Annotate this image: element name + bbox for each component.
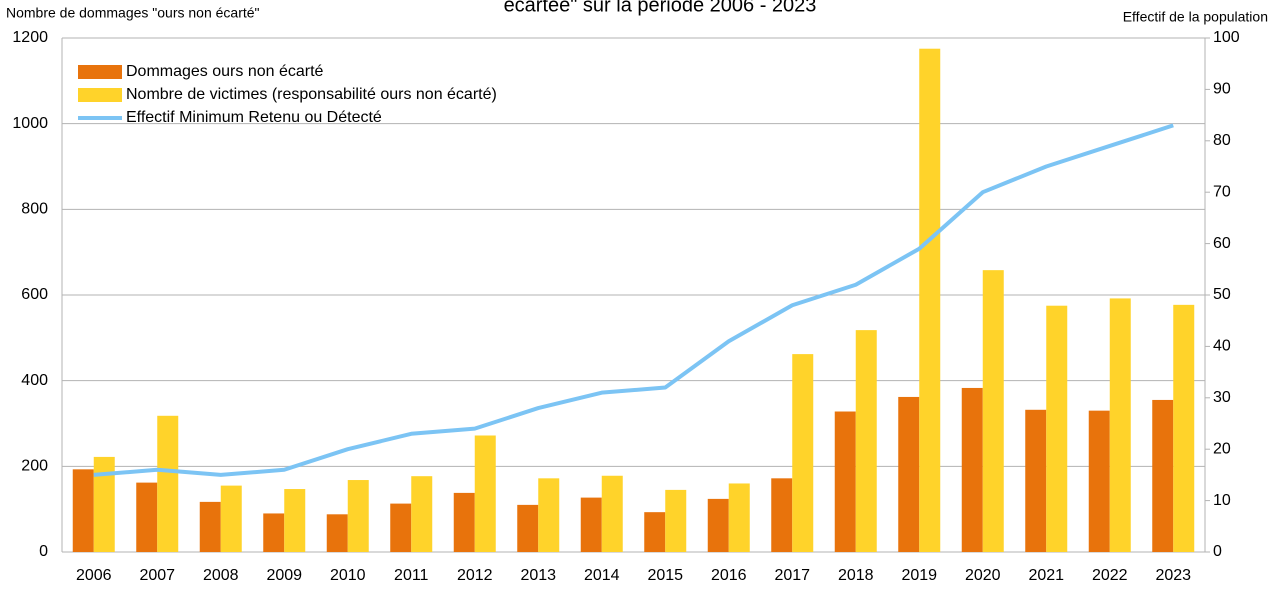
bar — [728, 483, 750, 552]
y2-tick-label: 0 — [1213, 543, 1222, 560]
bar — [580, 497, 602, 552]
y-tick-label: 1000 — [12, 115, 48, 132]
bar — [1152, 399, 1174, 552]
bar — [898, 396, 920, 552]
bar — [601, 475, 623, 552]
chart-title: écartée" sur la période 2006 - 2023 — [504, 0, 817, 16]
bar — [982, 270, 1004, 552]
bar — [1173, 304, 1195, 552]
bar — [474, 435, 496, 552]
legend-label: Nombre de victimes (responsabilité ours … — [126, 86, 497, 103]
x-tick-label: 2008 — [203, 567, 239, 584]
x-tick-label: 2020 — [965, 567, 1001, 584]
bar — [199, 501, 221, 552]
bar — [644, 512, 666, 552]
x-tick-label: 2012 — [457, 567, 493, 584]
y2-tick-label: 100 — [1213, 29, 1240, 46]
bar — [792, 354, 814, 552]
y-tick-label: 800 — [21, 201, 48, 218]
y2-tick-label: 70 — [1213, 183, 1231, 200]
bar — [263, 513, 285, 552]
bar — [453, 492, 475, 552]
x-tick-label: 2022 — [1092, 567, 1128, 584]
y2-tick-label: 10 — [1213, 492, 1231, 509]
bar — [72, 469, 94, 552]
y2-tick-label: 40 — [1213, 338, 1231, 355]
x-tick-label: 2019 — [901, 567, 937, 584]
bar — [538, 478, 560, 552]
bar — [517, 504, 539, 552]
y2-tick-label: 50 — [1213, 286, 1231, 303]
y-tick-label: 400 — [21, 372, 48, 389]
bar — [411, 476, 433, 552]
y-axis-title: Nombre de dommages "ours non écarté" — [6, 5, 260, 21]
x-tick-label: 2023 — [1155, 567, 1191, 584]
x-tick-label: 2013 — [520, 567, 556, 584]
x-tick-label: 2009 — [266, 567, 302, 584]
bar — [93, 456, 115, 552]
bar — [220, 485, 242, 552]
y2-tick-label: 90 — [1213, 81, 1231, 98]
bar — [1088, 410, 1110, 552]
bar — [1046, 305, 1068, 552]
y2-tick-label: 60 — [1213, 235, 1231, 252]
bar — [707, 498, 729, 552]
bar — [347, 480, 369, 552]
x-tick-label: 2014 — [584, 567, 620, 584]
bar — [157, 415, 179, 552]
x-tick-label: 2011 — [394, 567, 429, 584]
bar — [961, 387, 983, 552]
x-tick-label: 2010 — [330, 567, 366, 584]
bar — [284, 489, 306, 552]
y-tick-label: 600 — [21, 286, 48, 303]
x-tick-label: 2016 — [711, 567, 747, 584]
x-tick-label: 2018 — [838, 567, 874, 584]
y2-tick-label: 20 — [1213, 440, 1231, 457]
y-tick-label: 1200 — [12, 29, 48, 46]
x-tick-label: 2017 — [774, 567, 810, 584]
x-tick-label: 2007 — [139, 567, 175, 584]
legend-label: Effectif Minimum Retenu ou Détecté — [126, 109, 382, 126]
legend-swatch — [78, 88, 122, 102]
bar — [665, 489, 687, 552]
bar — [390, 503, 412, 552]
x-tick-label: 2006 — [76, 567, 112, 584]
y2-tick-label: 30 — [1213, 389, 1231, 406]
bar — [919, 48, 941, 552]
y2-tick-label: 80 — [1213, 132, 1231, 149]
bar — [136, 482, 158, 552]
line — [93, 123, 1174, 477]
bar — [771, 478, 793, 552]
legend-label: Dommages ours non écarté — [126, 63, 324, 80]
bar — [326, 514, 348, 552]
x-tick-label: 2021 — [1028, 567, 1064, 584]
y-tick-label: 200 — [21, 458, 48, 475]
bar — [834, 411, 856, 552]
x-tick-label: 2015 — [647, 567, 683, 584]
y-tick-label: 0 — [39, 543, 48, 560]
bar — [1025, 409, 1047, 552]
bar — [1109, 298, 1131, 552]
legend-swatch — [78, 65, 122, 79]
y2-axis-title: Effectif de la population — [1123, 9, 1268, 25]
bar — [855, 330, 877, 552]
